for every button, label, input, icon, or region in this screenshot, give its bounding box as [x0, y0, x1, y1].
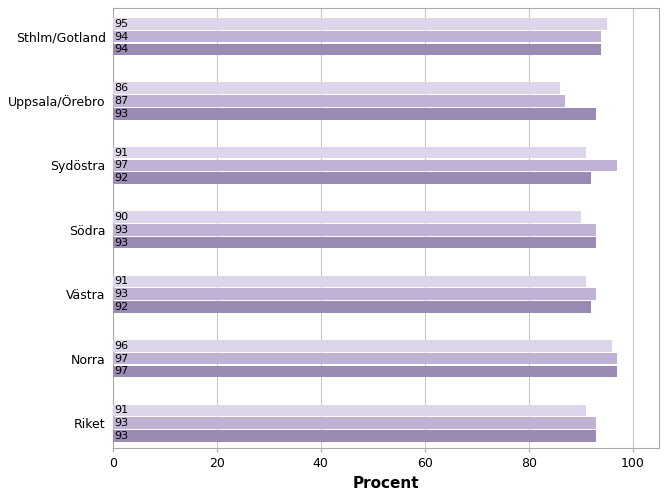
Bar: [113, 95, 565, 107]
Bar: [113, 405, 586, 416]
Text: 93: 93: [114, 418, 129, 428]
Bar: [113, 237, 596, 249]
Text: 96: 96: [114, 341, 129, 351]
Text: 97: 97: [114, 354, 129, 364]
Text: 92: 92: [114, 173, 129, 183]
Bar: [113, 108, 596, 120]
Bar: [113, 301, 591, 313]
Text: 87: 87: [114, 96, 129, 106]
Bar: [113, 172, 591, 184]
Text: 94: 94: [114, 44, 129, 54]
Text: 95: 95: [114, 19, 129, 29]
Bar: [113, 160, 617, 171]
Bar: [113, 31, 602, 42]
Text: 97: 97: [114, 366, 129, 376]
Text: 91: 91: [114, 276, 129, 286]
Text: 93: 93: [114, 238, 129, 248]
Bar: [113, 353, 617, 364]
Text: 91: 91: [114, 148, 129, 158]
Bar: [113, 288, 596, 300]
Text: 90: 90: [114, 212, 129, 222]
Text: 94: 94: [114, 31, 129, 41]
Bar: [113, 43, 602, 55]
Text: 93: 93: [114, 225, 129, 235]
X-axis label: Procent: Procent: [352, 476, 419, 491]
Bar: [113, 211, 581, 223]
Text: 93: 93: [114, 431, 129, 441]
Text: 93: 93: [114, 289, 129, 299]
Text: 91: 91: [114, 405, 129, 415]
Text: 92: 92: [114, 302, 129, 312]
Bar: [113, 430, 596, 442]
Bar: [113, 82, 560, 94]
Text: 86: 86: [114, 83, 129, 93]
Bar: [113, 417, 596, 429]
Bar: [113, 224, 596, 236]
Bar: [113, 18, 607, 29]
Bar: [113, 366, 617, 377]
Text: 97: 97: [114, 160, 129, 170]
Bar: [113, 275, 586, 287]
Bar: [113, 340, 612, 352]
Bar: [113, 147, 586, 159]
Text: 93: 93: [114, 109, 129, 119]
